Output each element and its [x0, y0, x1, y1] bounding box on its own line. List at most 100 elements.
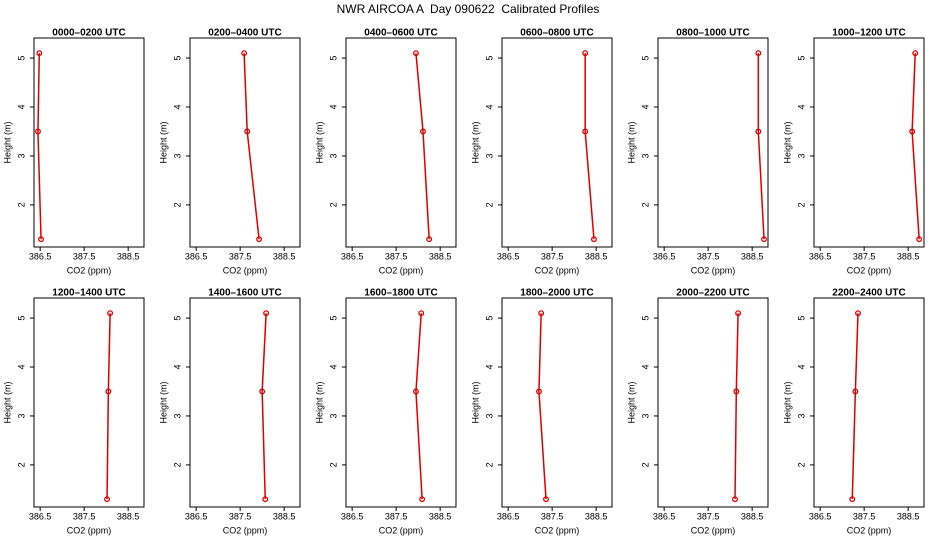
data-point: [855, 310, 861, 317]
profile-line: [37, 53, 42, 240]
y-tick-label: 3: [16, 413, 26, 418]
y-tick-label: 4: [16, 105, 26, 110]
data-point: [241, 50, 248, 57]
data-point: [35, 128, 41, 135]
x-tick-label: 388.5: [741, 511, 764, 521]
data-point: [413, 50, 419, 57]
y-tick-label: 4: [796, 365, 806, 370]
panel-title: 0600–0800 UTC: [520, 28, 593, 39]
x-tick-label: 388.5: [273, 511, 296, 521]
profile-line: [106, 313, 111, 500]
data-point: [916, 236, 923, 243]
panel-title: 1000–1200 UTC: [832, 28, 905, 39]
y-tick-label: 4: [796, 105, 806, 110]
plot-frame: [33, 37, 145, 248]
data-point: [413, 388, 419, 395]
y-tick-label: 2: [796, 202, 806, 207]
data-point: [104, 496, 110, 503]
y-tick-label: 3: [796, 153, 806, 158]
data-point: [256, 236, 263, 243]
x-tick-label: 386.5: [185, 251, 208, 261]
x-axis-label: CO2 (ppm): [223, 265, 268, 275]
data-point: [755, 128, 762, 135]
panel-title: 0200–0400 UTC: [208, 28, 281, 39]
y-tick-label: 4: [328, 365, 338, 370]
y-tick-label: 4: [328, 105, 338, 110]
profile-line: [261, 313, 267, 500]
data-point: [582, 128, 589, 135]
x-axis-label: CO2 (ppm): [535, 525, 580, 535]
data-point: [420, 128, 426, 135]
profile-line: [584, 53, 595, 240]
x-tick-label: 387.5: [385, 511, 408, 521]
data-point: [38, 236, 44, 243]
plot-frame: [33, 297, 145, 508]
profile-line: [911, 53, 920, 240]
y-tick-label: 5: [16, 316, 26, 321]
data-point: [262, 496, 269, 503]
profile-line: [851, 313, 859, 500]
plot-frame: [813, 297, 925, 508]
y-tick-label: 2: [16, 462, 26, 467]
data-point: [761, 236, 767, 243]
x-tick-label: 387.5: [853, 251, 876, 261]
data-point: [543, 496, 549, 503]
y-tick-label: 4: [484, 365, 494, 370]
y-tick-label: 5: [484, 56, 494, 61]
y-axis-label: Height (m): [158, 381, 168, 423]
x-tick-label: 386.5: [341, 511, 364, 521]
y-tick-label: 2: [328, 202, 338, 207]
x-axis-label: CO2 (ppm): [691, 525, 736, 535]
plot-frame: [501, 37, 613, 248]
y-tick-label: 3: [172, 413, 182, 418]
x-tick-label: 387.5: [73, 251, 96, 261]
y-tick-label: 4: [640, 105, 650, 110]
x-tick-label: 386.5: [653, 251, 676, 261]
profile-line: [757, 53, 765, 240]
y-tick-label: 5: [640, 316, 650, 321]
panel-title: 2000–2200 UTC: [676, 288, 749, 299]
x-tick-label: 388.5: [897, 251, 920, 261]
y-tick-label: 5: [796, 316, 806, 321]
x-tick-label: 388.5: [585, 511, 608, 521]
data-point: [733, 388, 740, 395]
x-axis-label: CO2 (ppm): [379, 525, 424, 535]
x-tick-label: 388.5: [741, 251, 764, 261]
y-tick-label: 5: [172, 316, 182, 321]
y-tick-label: 4: [640, 365, 650, 370]
y-tick-label: 4: [484, 105, 494, 110]
y-tick-label: 2: [172, 462, 182, 467]
y-tick-label: 4: [172, 365, 182, 370]
x-tick-label: 388.5: [429, 251, 452, 261]
y-tick-label: 3: [640, 153, 650, 158]
y-tick-label: 3: [172, 153, 182, 158]
x-axis-label: CO2 (ppm): [847, 525, 892, 535]
x-axis-label: CO2 (ppm): [535, 265, 580, 275]
profile-line: [538, 313, 547, 500]
plot-frame: [813, 37, 925, 248]
x-tick-label: 386.5: [185, 511, 208, 521]
y-tick-label: 2: [484, 462, 494, 467]
y-tick-label: 2: [484, 202, 494, 207]
panel-title: 0800–1000 UTC: [676, 28, 749, 39]
x-tick-label: 387.5: [385, 251, 408, 261]
y-axis-label: Height (m): [626, 121, 636, 163]
profile-line: [415, 313, 423, 500]
plot-frame: [657, 297, 769, 508]
x-tick-label: 387.5: [697, 251, 720, 261]
x-tick-label: 387.5: [697, 511, 720, 521]
y-tick-label: 2: [16, 202, 26, 207]
y-tick-label: 5: [640, 56, 650, 61]
panel-title: 1600–1800 UTC: [364, 288, 437, 299]
x-tick-label: 388.5: [585, 251, 608, 261]
x-tick-label: 386.5: [29, 511, 52, 521]
y-tick-label: 3: [328, 413, 338, 418]
x-tick-label: 386.5: [809, 251, 832, 261]
y-tick-label: 3: [640, 413, 650, 418]
data-point: [419, 496, 426, 503]
y-axis-label: Height (m): [626, 381, 636, 423]
x-axis-label: CO2 (ppm): [847, 265, 892, 275]
profile-line: [734, 313, 739, 500]
x-tick-label: 388.5: [273, 251, 296, 261]
